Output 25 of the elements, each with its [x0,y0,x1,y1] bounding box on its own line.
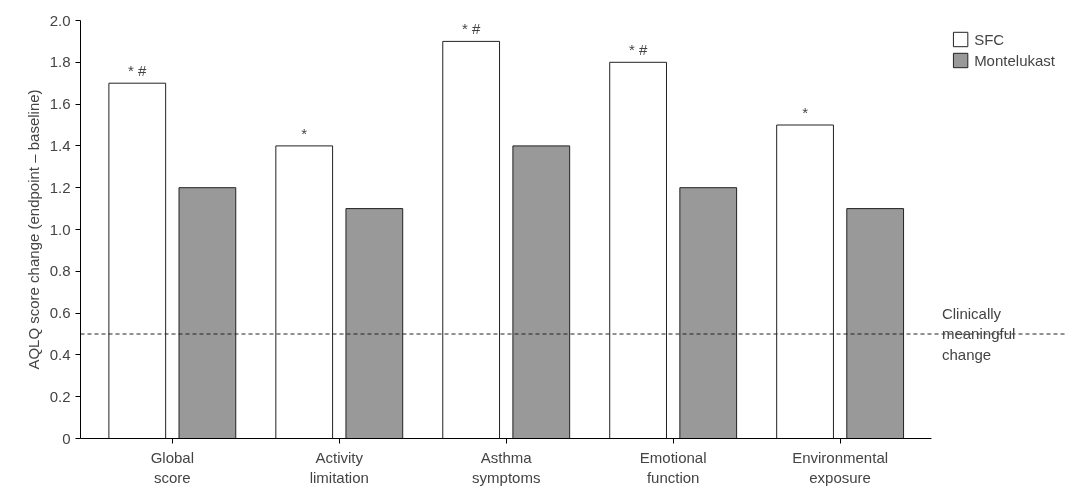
y-tick-label: 0 [62,429,71,447]
x-tick-label: Emotional function [639,448,707,486]
y-tick-label: 0.6 [49,304,71,322]
annotation: * # [461,20,481,38]
y-tick-label: 1.2 [49,178,71,196]
x-tick-label: Environmental exposure [792,448,889,486]
y-tick-label: 1.0 [49,220,71,238]
y-tick-label: 0.8 [49,262,71,280]
y-tick-label: 2.0 [49,11,71,29]
y-tick-label: 0.4 [49,345,71,363]
legend-label: SFC [974,30,1005,48]
annotation: * # [128,62,148,80]
y-tick-label: 1.4 [49,136,71,154]
x-tick-label: Asthma symptoms [472,448,541,486]
annotation: * # [628,41,648,59]
y-tick-label: 1.6 [49,95,71,113]
annotation: * [802,104,809,121]
ref-line-label: Clinically meaningful change [941,305,1016,363]
y-axis-title: AQLQ score change (endpoint – baseline) [24,89,42,370]
y-tick-label: 0.2 [49,387,71,405]
legend-label: Montelukast [974,51,1055,69]
x-tick-label: Activity limitation [309,448,369,486]
x-tick-label: Global score [150,448,194,486]
annotation: * [301,124,308,142]
y-tick-label: 1.8 [49,53,71,71]
